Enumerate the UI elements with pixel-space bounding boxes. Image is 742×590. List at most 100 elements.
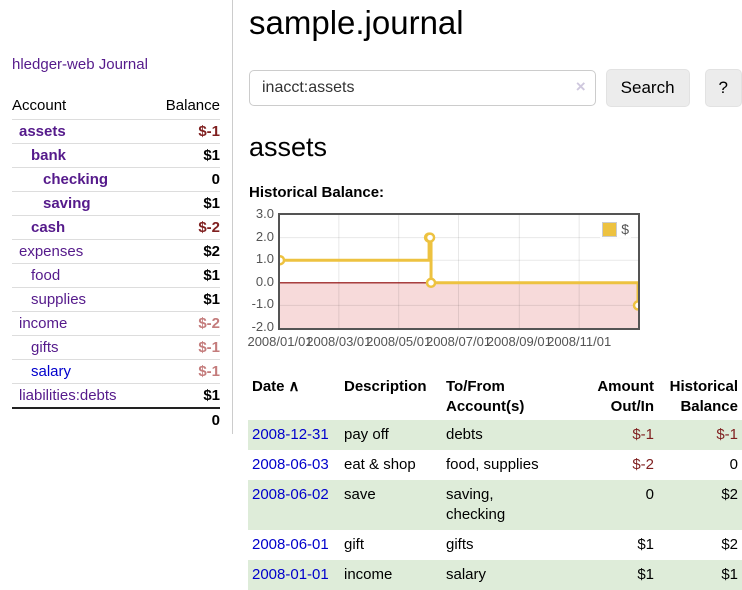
register-header-date: Date ∧ [252, 378, 300, 395]
register-header-amount: Amount Out/In [597, 378, 654, 415]
account-row: expenses $2 [12, 239, 220, 264]
transaction-date-link[interactable]: 2008-12-31 [252, 426, 329, 443]
chart-title: Historical Balance: [249, 184, 385, 201]
sidebar-account-link[interactable]: supplies [31, 291, 87, 308]
x-axis-tick-label: 2008/03/01 [306, 334, 372, 349]
transaction-accounts: gifts [446, 536, 474, 553]
transaction-description: income [344, 566, 393, 583]
sidebar-account-link[interactable]: assets [19, 123, 66, 140]
register-header-description: Description [344, 378, 427, 395]
x-axis-tick-label: 2008/05/01 [366, 334, 432, 349]
page-title: sample.journal [249, 4, 464, 41]
account-row: cash $-2 [12, 215, 220, 240]
transaction-balance: $2 [721, 486, 738, 503]
transaction-accounts: food, supplies [446, 456, 539, 473]
sidebar-account-link[interactable]: checking [43, 171, 109, 188]
register-header-accounts: To/From Account(s) [446, 378, 525, 415]
account-row: checking 0 [12, 167, 220, 192]
account-row: saving $1 [12, 191, 220, 216]
chart-plot-area[interactable]: $ [278, 213, 640, 330]
y-axis-tick-label: 3.0 [255, 206, 274, 221]
account-balance: $-2 [198, 219, 220, 236]
sidebar-account-link[interactable]: saving [43, 195, 91, 212]
sidebar-account-link[interactable]: cash [31, 219, 66, 236]
sidebar-account-link[interactable]: liabilities:debts [19, 387, 117, 404]
account-row: food $1 [12, 263, 220, 288]
account-row: gifts $-1 [12, 335, 220, 360]
accounts-table: Account Balance assets $-1 bank $1 checking 0… [12, 93, 220, 432]
journal-link[interactable]: Journal [98, 56, 148, 73]
search-button[interactable]: Search [605, 69, 690, 107]
account-balance: 0 [211, 171, 220, 188]
transaction-description: eat & shop [344, 456, 416, 473]
main-content: sample.journal × Search ? assets Histori… [247, 0, 742, 590]
app-title-link[interactable]: hledger-web [12, 56, 95, 73]
account-row: assets $-1 [12, 119, 220, 144]
x-axis-tick-label: 2008/07/01 [425, 334, 492, 349]
transaction-description: pay off [344, 426, 389, 443]
sidebar-account-link[interactable]: salary [31, 363, 72, 380]
sidebar-account-link[interactable]: food [31, 267, 61, 284]
legend-swatch-icon [602, 221, 618, 237]
x-axis-tick-label: 2008/01/01 [247, 334, 313, 349]
transaction-date-link[interactable]: 2008-06-02 [252, 486, 329, 503]
account-balance: $2 [203, 243, 220, 260]
register-row: 2008-12-31 pay off debts $-1 $-1 [248, 420, 742, 450]
account-row: income $-2 [12, 311, 220, 336]
sidebar-account-link[interactable]: income [19, 315, 68, 332]
account-heading: assets [249, 132, 328, 162]
clear-search-icon[interactable]: × [575, 77, 586, 96]
historical-balance-chart: 3.0 2.0 1.0 0.0 -1.0 -2.0 $ 2008/01/01 2008/03… [247, 206, 742, 354]
account-balance: $1 [203, 195, 220, 212]
sort-asc-icon: ∧ [288, 378, 300, 395]
sidebar-account-link[interactable]: expenses [19, 243, 84, 260]
sidebar: hledger-web Journal Account Balance asse… [0, 0, 232, 432]
y-axis-tick-label: 2.0 [255, 228, 274, 244]
account-balance: $-1 [198, 363, 220, 380]
account-balance: $-2 [198, 315, 220, 332]
transaction-date-link[interactable]: 2008-06-01 [252, 536, 329, 553]
chart-legend: $ [600, 220, 631, 238]
register-row: 2008-06-03 eat & shop food, supplies $-2 0 [248, 450, 742, 480]
transaction-accounts: saving, checking [446, 486, 506, 523]
transaction-description: gift [344, 536, 365, 553]
search-input[interactable] [249, 70, 596, 106]
account-balance: $1 [203, 147, 220, 164]
x-axis-tick-label: 2008/11/01 [547, 334, 612, 349]
transaction-amount: $1 [637, 536, 654, 553]
transaction-date-link[interactable]: 2008-06-03 [252, 456, 329, 473]
account-row: supplies $1 [12, 287, 220, 312]
accounts-total: 0 [148, 407, 220, 432]
transaction-date-link[interactable]: 2008-01-01 [252, 566, 329, 583]
transaction-amount: 0 [645, 486, 654, 503]
account-row: salary $-1 [12, 359, 220, 384]
sidebar-account-link[interactable]: gifts [31, 339, 59, 356]
register-row: 2008-01-01 income salary $1 $1 [248, 560, 742, 590]
account-balance: $-1 [198, 339, 220, 356]
help-button[interactable]: ? [704, 69, 742, 107]
y-axis-tick-label: 0.0 [255, 273, 274, 289]
register-row: 2008-06-02 save saving, checking 0 $2 [248, 480, 742, 530]
transaction-amount: $-1 [632, 426, 654, 443]
accounts-header-balance: Balance [165, 97, 220, 114]
transaction-accounts: debts [446, 426, 483, 443]
account-balance: $1 [203, 267, 220, 284]
account-row: liabilities:debts $1 [12, 383, 220, 408]
account-balance: $1 [203, 291, 220, 308]
transaction-balance: $-1 [716, 426, 738, 443]
legend-label: $ [621, 221, 629, 237]
account-balance: $1 [203, 387, 220, 404]
transaction-description: save [344, 486, 376, 503]
accounts-total-row: 0 [12, 407, 220, 432]
transaction-amount: $-2 [632, 456, 654, 473]
register-row: 2008-06-01 gift gifts $1 $2 [248, 530, 742, 560]
sidebar-account-link[interactable]: bank [31, 147, 67, 164]
register-header-balance: Historical Balance [669, 378, 738, 415]
transaction-accounts: salary [446, 566, 487, 583]
transaction-balance: $1 [721, 566, 738, 583]
y-axis-tick-label: 1.0 [255, 251, 274, 267]
register-table: Date ∧ Description To/From Account(s) Amo… [248, 374, 742, 590]
transaction-amount: $1 [637, 566, 654, 583]
accounts-header-account: Account [12, 97, 67, 114]
y-axis-tick-label: -2.0 [251, 319, 274, 334]
